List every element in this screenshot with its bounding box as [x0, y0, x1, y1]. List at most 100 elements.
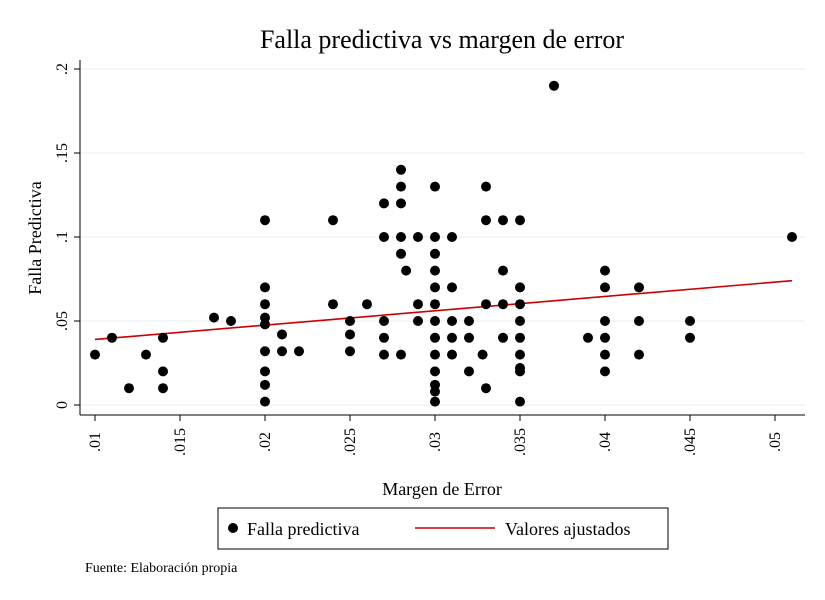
- data-point: [277, 329, 287, 340]
- data-point: [515, 299, 525, 310]
- data-point: [685, 316, 695, 326]
- legend-label-falla-predictiva: Falla predictiva: [247, 519, 359, 539]
- data-point: [549, 80, 559, 91]
- x-tick-label: .04: [597, 432, 614, 452]
- data-point: [430, 299, 440, 310]
- data-point: [464, 316, 474, 326]
- data-point: [430, 265, 440, 276]
- data-point: [158, 383, 168, 394]
- data-point: [328, 299, 338, 310]
- data-point: [515, 366, 525, 377]
- data-point: [260, 319, 270, 330]
- data-point: [260, 379, 270, 390]
- data-point: [379, 332, 389, 343]
- data-point: [345, 316, 355, 326]
- data-point: [477, 349, 488, 360]
- x-tick-label: .01: [87, 432, 104, 452]
- x-tick-label: .02: [257, 432, 274, 452]
- data-point: [481, 215, 491, 226]
- data-point: [634, 316, 644, 326]
- data-point: [345, 346, 355, 357]
- data-point: [600, 282, 610, 293]
- data-point: [260, 282, 270, 293]
- data-point: [430, 332, 440, 343]
- data-point: [260, 396, 270, 407]
- data-point: [345, 329, 355, 340]
- data-point: [430, 396, 440, 407]
- data-point: [413, 316, 423, 326]
- data-point: [430, 386, 440, 397]
- legend-marker-falla-predictiva: [228, 523, 238, 533]
- y-tick-label: .1: [54, 231, 71, 243]
- data-point: [464, 332, 474, 343]
- data-point: [277, 346, 287, 357]
- axis-ticks: 0 .05 .1 .15 .2 .01 .015 .02 .025 .03 .035 .04 .045.…: [54, 63, 784, 456]
- data-point: [294, 346, 304, 357]
- data-point: [413, 299, 423, 310]
- data-point: [396, 181, 406, 192]
- data-point: [328, 215, 338, 226]
- fitted-values-line: [94, 279, 793, 341]
- data-point: [447, 282, 457, 293]
- data-point: [209, 312, 219, 323]
- y-tick-label: .05: [54, 311, 71, 331]
- data-point: [430, 181, 440, 192]
- data-point: [498, 299, 508, 310]
- data-point: [515, 396, 525, 407]
- y-tick-label: .2: [54, 63, 71, 75]
- data-point: [600, 332, 610, 343]
- data-point: [515, 349, 525, 360]
- data-point: [634, 282, 644, 293]
- data-point: [396, 248, 406, 259]
- data-point: [430, 316, 440, 326]
- x-tick-label: .05: [767, 432, 784, 452]
- x-tick-label: .03: [427, 432, 444, 452]
- x-tick-label: .035: [512, 428, 529, 456]
- x-tick-label: .045: [682, 428, 699, 456]
- data-point: [515, 215, 525, 226]
- data-point: [787, 232, 797, 242]
- data-point: [464, 366, 474, 377]
- data-point: [107, 332, 117, 343]
- data-point: [379, 316, 389, 326]
- data-point: [600, 316, 610, 326]
- data-point: [600, 349, 610, 360]
- x-tick-label: .025: [342, 428, 359, 456]
- data-point: [90, 349, 100, 360]
- data-point: [158, 332, 168, 343]
- data-point: [430, 282, 440, 293]
- data-point: [141, 349, 151, 360]
- data-point: [260, 215, 270, 226]
- data-point: [379, 232, 389, 242]
- source-note: Fuente: Elaboración propia: [85, 561, 238, 576]
- data-point: [260, 299, 270, 310]
- data-point: [226, 316, 236, 326]
- data-point: [498, 215, 508, 226]
- data-point: [362, 299, 372, 310]
- y-tick-label: .15: [54, 143, 71, 163]
- data-point: [515, 316, 525, 326]
- data-point: [396, 198, 406, 209]
- data-point: [498, 332, 508, 343]
- data-point: [401, 265, 412, 276]
- data-point: [481, 181, 491, 192]
- data-point: [430, 366, 440, 377]
- chart-title: Falla predictiva vs margen de error: [260, 25, 624, 54]
- data-point: [260, 346, 270, 357]
- data-point: [515, 332, 525, 343]
- data-point: [396, 349, 406, 360]
- data-point: [515, 282, 525, 293]
- data-point: [600, 366, 610, 377]
- data-point: [413, 232, 423, 242]
- gridlines: [80, 68, 805, 406]
- data-point: [600, 265, 610, 276]
- data-point: [447, 349, 457, 360]
- data-point: [447, 332, 457, 343]
- data-point: [396, 232, 406, 242]
- legend: Falla predictiva Valores ajustados: [217, 507, 669, 550]
- data-point: [124, 383, 134, 394]
- data-point: [498, 265, 508, 276]
- data-point: [396, 164, 406, 175]
- y-axis-title: Falla Predictiva: [25, 181, 45, 294]
